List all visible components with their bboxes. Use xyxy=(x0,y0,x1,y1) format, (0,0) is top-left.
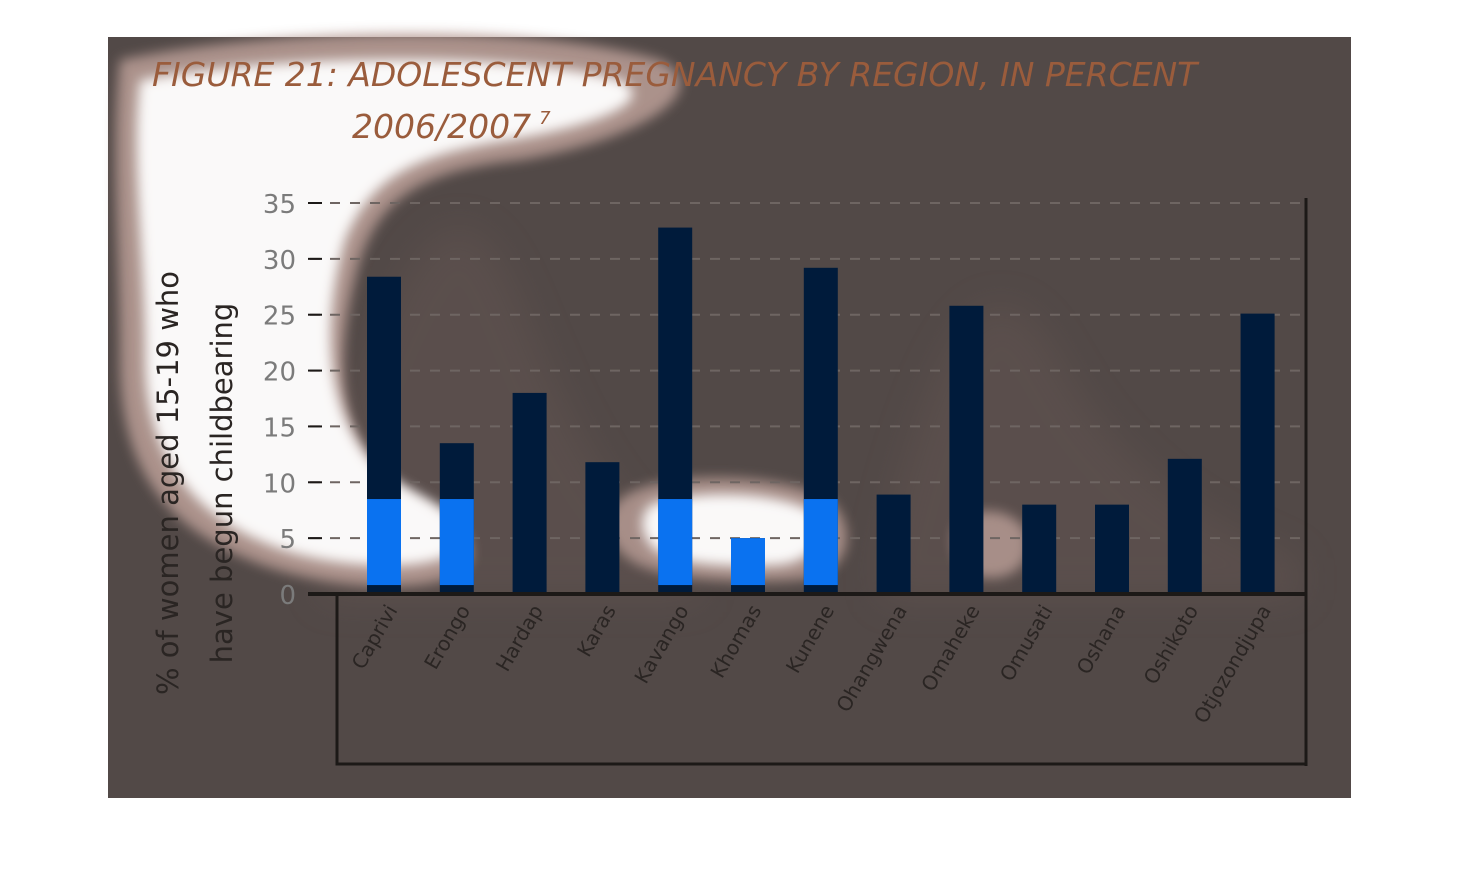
bar xyxy=(1167,458,1202,594)
category-label: Kunene xyxy=(781,601,839,678)
bar-highlight xyxy=(803,499,838,586)
bar xyxy=(949,305,984,594)
category-label: Ohangwena xyxy=(831,601,912,717)
y-tick-label: 10 xyxy=(263,469,296,499)
chart-subtitle-text: 2006/2007 xyxy=(352,107,531,146)
category-label: Omaheke xyxy=(916,601,985,696)
y-axis-label: % of women aged 15-19 who have begun chi… xyxy=(151,271,239,695)
y-axis-label-line1: % of women aged 15-19 who xyxy=(151,271,185,695)
bars xyxy=(367,227,1275,594)
category-label: Oshikoto xyxy=(1139,601,1204,689)
grid-lines xyxy=(310,202,1300,540)
y-tick-label: 15 xyxy=(263,413,296,443)
category-label: Khomas xyxy=(705,601,766,682)
bar xyxy=(512,392,547,594)
category-label: Caprivi xyxy=(346,601,402,674)
chart-title: FIGURE 21: ADOLESCENT PREGNANCY BY REGIO… xyxy=(152,55,1200,94)
y-tick-label: 30 xyxy=(263,246,296,276)
chart-subtitle-sup: 7 xyxy=(539,108,551,129)
category-label: Hardap xyxy=(491,601,548,676)
y-tick-label: 35 xyxy=(263,190,296,220)
category-label: Karas xyxy=(572,601,621,661)
bar xyxy=(1022,504,1057,594)
bar xyxy=(1240,313,1275,594)
y-tick-label: 20 xyxy=(263,358,296,388)
bar-highlight xyxy=(731,538,765,586)
bar-highlight xyxy=(658,499,693,586)
category-label: Otjozondjupa xyxy=(1189,601,1276,728)
category-labels: Caprivi Erongo Hardap Karas Kavango Khomas Kun… xyxy=(346,601,1275,728)
y-axis-label-line2: have begun childbearing xyxy=(205,303,239,664)
category-label: Erongo xyxy=(419,601,475,674)
category-label: Omusati xyxy=(995,601,1058,686)
bar xyxy=(585,462,620,594)
bar-highlight xyxy=(439,499,474,586)
label-area-frame xyxy=(335,596,1306,766)
bar-highlight xyxy=(367,499,401,586)
category-label: Kavango xyxy=(629,601,693,688)
bar xyxy=(1095,504,1129,594)
category-label: Oshana xyxy=(1072,601,1131,679)
y-tick-label: 5 xyxy=(279,525,296,555)
y-tick-label: 0 xyxy=(279,581,296,611)
y-tick-label: 25 xyxy=(263,302,296,332)
bar xyxy=(876,494,911,594)
chart-subtitle: 2006/2007 7 xyxy=(352,107,551,146)
